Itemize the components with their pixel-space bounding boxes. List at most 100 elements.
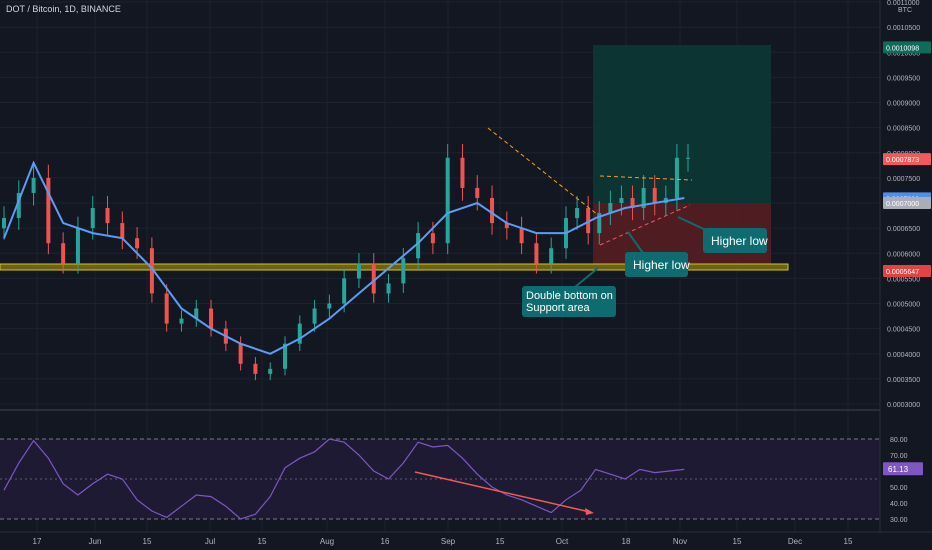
candle-body bbox=[164, 293, 169, 324]
callout-pointer bbox=[574, 267, 599, 288]
price-tick-label: 0.0003000 bbox=[887, 402, 920, 409]
time-tick-label: Dec bbox=[788, 537, 802, 546]
candle-body bbox=[61, 243, 66, 264]
time-axis[interactable] bbox=[0, 532, 932, 550]
candle-body bbox=[297, 323, 302, 344]
rsi-tick-label: 30.00 bbox=[890, 517, 908, 524]
rsi-tick-label: 50.00 bbox=[890, 485, 908, 492]
price-tag bbox=[883, 153, 931, 166]
price-tick-label: 0.0005000 bbox=[887, 302, 920, 309]
time-tick-label: Nov bbox=[673, 537, 687, 546]
candle-body bbox=[16, 192, 21, 219]
price-tick-label: 0.0004500 bbox=[887, 327, 920, 334]
candle-body bbox=[619, 197, 624, 203]
time-tick-label: Aug bbox=[320, 537, 334, 546]
candle-body bbox=[586, 208, 591, 234]
callout-pointer bbox=[627, 231, 644, 254]
price-tag bbox=[883, 264, 931, 277]
candle-body bbox=[475, 187, 480, 198]
time-tick-label: 15 bbox=[733, 537, 742, 546]
callout-text: Double bottom on Support area bbox=[526, 290, 613, 314]
callout-higher-low-1[interactable]: Higher low bbox=[703, 228, 768, 253]
price-tag-label: 0.0007873 bbox=[886, 157, 919, 164]
candle-body bbox=[253, 363, 258, 374]
rsi-value-label: 61.13 bbox=[888, 465, 909, 474]
callout-text: Higher low bbox=[633, 258, 690, 272]
price-tick-label: 0.0009500 bbox=[887, 75, 920, 82]
time-tick-label: 15 bbox=[143, 537, 152, 546]
profit-zone[interactable] bbox=[593, 45, 771, 203]
candle-body bbox=[597, 213, 602, 234]
candle-body bbox=[149, 248, 154, 294]
candle-body bbox=[652, 187, 657, 203]
time-tick-label: 17 bbox=[33, 537, 42, 546]
time-tick-label: 16 bbox=[381, 537, 390, 546]
rsi-value-tag bbox=[883, 462, 923, 476]
candle-body bbox=[46, 177, 51, 244]
callout-box bbox=[703, 228, 767, 253]
price-tick-label: 0.0009000 bbox=[887, 101, 920, 108]
rsi-tick-label: 40.00 bbox=[890, 501, 908, 508]
price-tick-label: 0.0010000 bbox=[887, 50, 920, 57]
candle-body bbox=[608, 203, 613, 214]
time-tick-label: 15 bbox=[258, 537, 267, 546]
callout-box bbox=[625, 252, 688, 277]
candle-body bbox=[75, 228, 80, 264]
rsi-axis-ticks: 80.00 70.00 50.00 40.00 30.00 bbox=[890, 437, 908, 524]
candle-body bbox=[674, 157, 679, 198]
neckline-resistance[interactable] bbox=[599, 175, 693, 181]
price-tag-label: 0.0010098 bbox=[886, 45, 919, 52]
time-tick-label: 18 bbox=[622, 537, 631, 546]
time-tick-label: 15 bbox=[496, 537, 505, 546]
rsi-line bbox=[3, 438, 685, 520]
price-tick-label: 0.0003500 bbox=[887, 377, 920, 384]
price-tick-label: 0.0005500 bbox=[887, 276, 920, 283]
candle-body bbox=[135, 238, 140, 249]
time-tick-label: Jun bbox=[89, 537, 102, 546]
descending-trendline[interactable] bbox=[487, 127, 599, 216]
candle-body bbox=[549, 248, 554, 264]
rsi-axis-tag: 61.13 bbox=[883, 462, 923, 476]
price-tick-label: 0.0006500 bbox=[887, 226, 920, 233]
time-tick-label: Oct bbox=[556, 537, 569, 546]
candle-body bbox=[386, 283, 391, 294]
candle-body bbox=[504, 223, 509, 229]
candle-body bbox=[460, 157, 465, 188]
candle-body bbox=[342, 278, 347, 304]
candle-body bbox=[371, 263, 376, 294]
candle-body bbox=[2, 218, 6, 229]
candle-body bbox=[268, 368, 273, 374]
candle-body bbox=[105, 208, 110, 224]
moving-average-line bbox=[3, 160, 685, 355]
candle-body bbox=[630, 197, 635, 209]
candle-body bbox=[327, 303, 332, 309]
rsi-tick-label: 70.00 bbox=[890, 453, 908, 460]
rsi-divergence-arrow[interactable] bbox=[414, 471, 591, 513]
callout-double-bottom[interactable]: Double bottom on Support area bbox=[522, 286, 616, 317]
price-tag bbox=[883, 41, 931, 54]
candle-body bbox=[90, 208, 95, 229]
price-axis-unit: BTC bbox=[898, 7, 912, 14]
symbol-title[interactable]: DOT / Bitcoin, 1D, BINANCE bbox=[6, 4, 121, 14]
time-tick-label: 15 bbox=[844, 537, 853, 546]
candle-body bbox=[534, 243, 539, 264]
rsi-tick-label: 80.00 bbox=[890, 437, 908, 444]
price-axis-tags: 0.00100980.00078730.00070920.00070000.00… bbox=[883, 41, 931, 277]
price-tick-label: 0.0011000 bbox=[887, 0, 920, 7]
candle-body bbox=[31, 177, 36, 193]
rising-support-trendline[interactable] bbox=[599, 204, 691, 246]
candle-body bbox=[430, 233, 435, 244]
price-tag-label: 0.0007000 bbox=[886, 201, 919, 208]
candle-body bbox=[282, 343, 287, 369]
price-tick-label: 0.0008500 bbox=[887, 126, 920, 133]
price-tick-label: 0.0004000 bbox=[887, 352, 920, 359]
candle-body bbox=[641, 187, 646, 209]
time-tick-label: Sep bbox=[441, 537, 456, 546]
candle-body bbox=[519, 228, 524, 244]
callout-text: Higher low bbox=[711, 234, 768, 248]
candle-body bbox=[401, 258, 406, 284]
price-axis-ticks: 0.0011000 0.0010500 0.0010000 0.0009500 0.00… bbox=[887, 0, 920, 409]
price-tick-label: 0.0007500 bbox=[887, 176, 920, 183]
callout-higher-low-2[interactable]: Higher low bbox=[625, 252, 690, 277]
